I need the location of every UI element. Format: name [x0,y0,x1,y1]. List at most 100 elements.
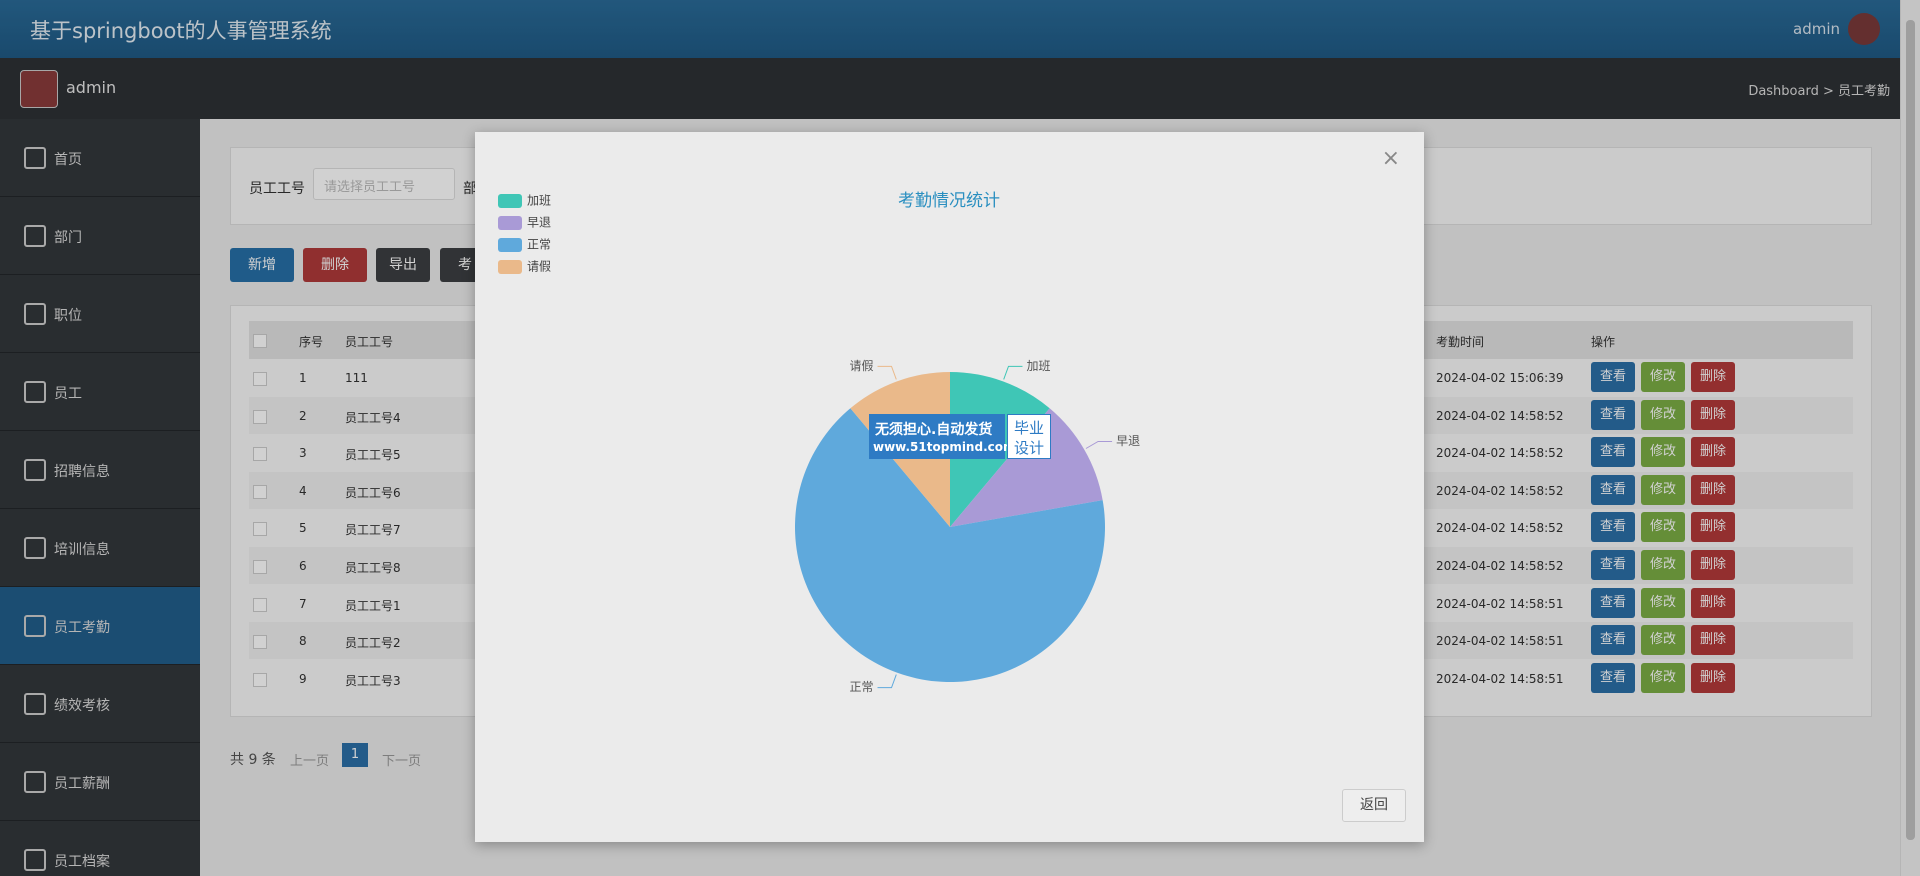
scroll-thumb[interactable] [1906,20,1915,840]
action-button[interactable]: 删除 [1691,437,1735,468]
nav-icon [24,381,46,403]
user-name[interactable]: admin [1793,20,1840,38]
slice-label: 早退 [1116,434,1140,448]
action-button[interactable]: 修改 [1641,587,1685,618]
action-button[interactable]: 修改 [1641,474,1685,505]
checkbox[interactable] [253,372,267,386]
nav-label: 培训信息 [54,542,110,558]
leader-line [1085,441,1113,449]
select-placeholder: 请选择员工工号 [324,180,416,195]
filter-label: 员工工号 [249,181,305,197]
nav-icon [24,147,46,169]
action-button[interactable]: 查看 [1591,587,1635,618]
action-button[interactable]: 修改 [1641,625,1685,656]
modal: × 考勤情况统计 加班 早退 正常 请假 加班 早退 正常 请假 返回 无须担心.自动发货 ww… [475,132,1424,842]
nav-label: 员工考勤 [54,620,110,636]
action-button[interactable]: 查看 [1591,512,1635,543]
nav-item[interactable]: 培训信息 [0,509,200,587]
nav-item[interactable]: 职位 [0,275,200,353]
checkbox[interactable] [253,447,267,462]
action-button[interactable]: 修改 [1641,437,1685,468]
watermark-text: www.51topmind.com [873,440,1016,454]
action-button[interactable]: 查看 [1591,662,1635,693]
action-button[interactable]: 查看 [1591,437,1635,468]
nav-item[interactable]: 员工档案 [0,821,200,876]
nav-item[interactable]: 员工 [0,353,200,431]
nav-icon [24,849,46,871]
action-button[interactable]: 查看 [1591,550,1635,580]
table-cell: 2 [299,408,307,423]
action-button[interactable]: 删除 [1691,662,1735,693]
action-button[interactable]: 删除 [1691,550,1735,580]
checkbox[interactable] [253,334,267,348]
checkbox[interactable] [253,672,267,687]
legend-swatch [498,260,522,274]
action-button[interactable]: 修改 [1641,662,1685,693]
pie-slice [950,408,1103,527]
scrollbar[interactable] [1900,0,1920,876]
nav-icon [24,771,46,793]
action-button[interactable]: 删除 [1691,474,1735,505]
next-page[interactable]: 下一页 [382,754,422,769]
toolbar-button[interactable]: 新增 [230,248,294,282]
legend-label: 请假 [527,260,551,274]
action-button[interactable]: 删除 [1691,399,1735,430]
legend-label: 加班 [527,194,551,208]
nav-item[interactable]: 绩效考核 [0,665,200,743]
action-button[interactable]: 查看 [1591,362,1635,392]
action-button[interactable]: 修改 [1641,399,1685,430]
table-cell: 111 [345,371,368,385]
avatar [20,70,58,108]
nav-item[interactable]: 招聘信息 [0,431,200,509]
legend-swatch [498,216,522,230]
action-button[interactable]: 删除 [1691,587,1735,618]
select[interactable]: 请选择员工工号 [313,168,455,200]
nav-item[interactable]: 首页 [0,119,200,197]
action-button[interactable]: 查看 [1591,474,1635,505]
checkbox[interactable] [253,597,267,612]
slice-label: 正常 [849,680,873,694]
table-cell: 6 [299,559,307,573]
action-button[interactable]: 删除 [1691,362,1735,392]
nav-item[interactable]: 员工考勤 [0,587,200,665]
nav-item[interactable]: 部门 [0,197,200,275]
avatar[interactable] [1848,13,1880,45]
table-cell: 4 [299,483,307,498]
checkbox[interactable] [253,522,267,537]
nav-label: 部门 [54,230,82,246]
checkbox[interactable] [253,409,267,424]
column-header: 操作 [1591,335,1616,349]
nav-label: 员工 [54,386,82,402]
action-button[interactable]: 查看 [1591,625,1635,656]
table-cell: 2024-04-02 14:58:51 [1436,671,1564,686]
table-cell: 2024-04-02 15:06:39 [1436,371,1564,385]
prev-page[interactable]: 上一页 [290,754,330,769]
action-button[interactable]: 修改 [1641,362,1685,392]
nav-label: 首页 [54,152,82,168]
nav-item[interactable]: 员工薪酬 [0,743,200,821]
table-cell: 2024-04-02 14:58:52 [1436,521,1564,536]
nav-label: 职位 [54,308,82,324]
action-button[interactable]: 查看 [1591,399,1635,430]
checkbox[interactable] [253,635,267,650]
watermark-box [869,414,1005,459]
action-button[interactable]: 修改 [1641,512,1685,543]
action-button[interactable]: 删除 [1691,512,1735,543]
back-button[interactable]: 返回 [1342,789,1406,822]
column-header: 序号 [299,335,324,349]
page-number[interactable]: 1 [342,743,368,767]
checkbox[interactable] [253,484,267,499]
checkbox[interactable] [253,560,267,574]
table-cell: 8 [299,634,307,649]
nav-label: 员工档案 [54,854,110,870]
action-button[interactable]: 删除 [1691,625,1735,656]
breadcrumb: Dashboard > 员工考勤 [1748,84,1890,99]
table-cell: 员工工号6 [345,485,401,500]
nav-label: 招聘信息 [54,464,110,480]
close-button[interactable]: × [1381,146,1400,171]
toolbar-button[interactable]: 导出 [376,248,430,282]
sidebar: 首页部门职位员工招聘信息培训信息员工考勤绩效考核 员工薪酬员工档案 [0,119,200,876]
action-button[interactable]: 修改 [1641,550,1685,580]
toolbar-button[interactable]: 删除 [303,248,367,282]
